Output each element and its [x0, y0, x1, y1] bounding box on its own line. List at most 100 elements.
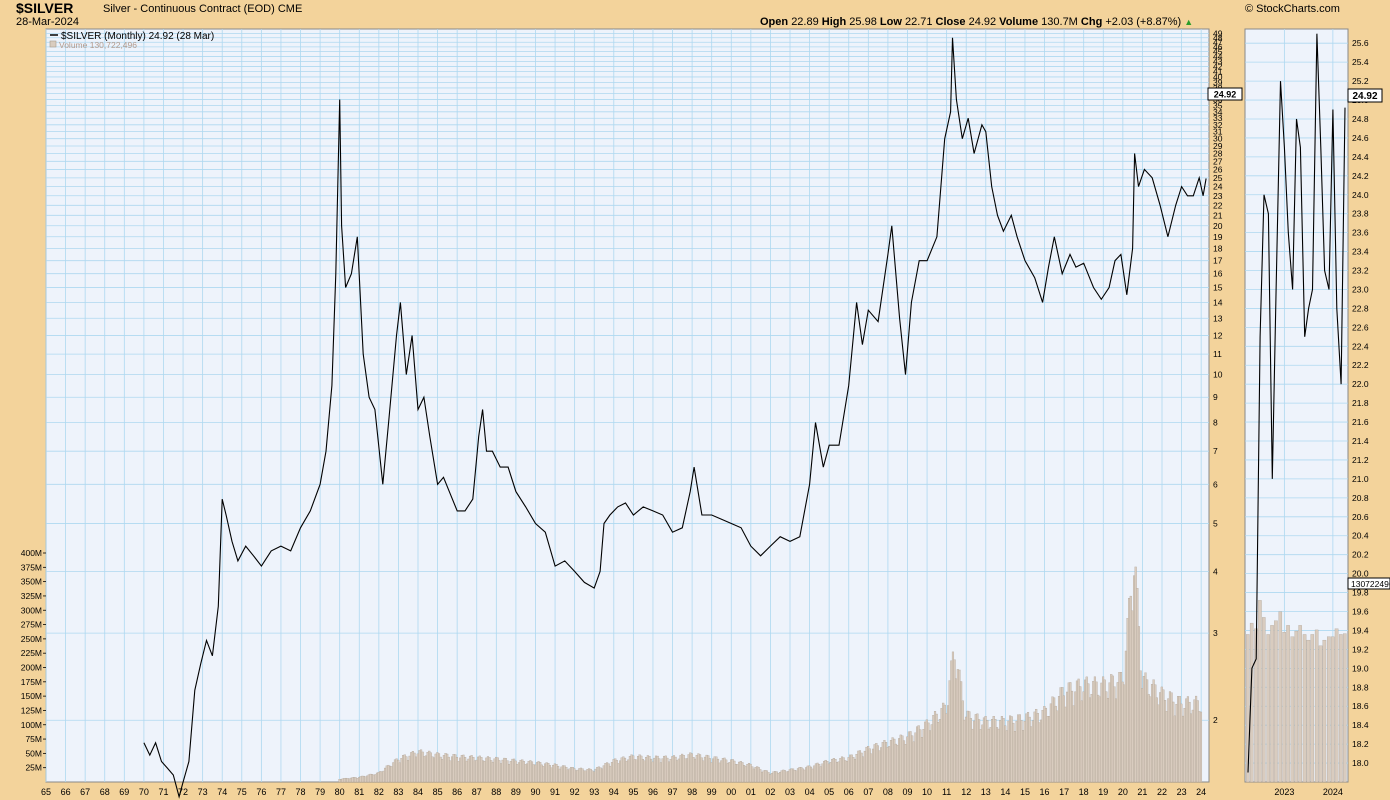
- x-tick-label: 10: [922, 787, 932, 797]
- y-tick-label: 5: [1213, 518, 1218, 528]
- inset-volume-bar: [1246, 634, 1250, 783]
- x-tick-label: 08: [883, 787, 893, 797]
- open-value: 22.89: [791, 16, 819, 28]
- y-tick-label: 43: [1213, 56, 1223, 66]
- main-plot-area: [45, 28, 1210, 783]
- inset-y-tick-label: 25.4: [1352, 57, 1369, 67]
- inset-y-tick-label: 19.4: [1352, 625, 1369, 635]
- y-tick-label: 34: [1213, 107, 1223, 117]
- volume-bar: [1199, 711, 1203, 783]
- inset-volume-bar: [1298, 625, 1302, 783]
- x-tick-label: 86: [452, 787, 462, 797]
- inset-volume-bar: [1262, 617, 1266, 783]
- volume-tick-label: 150M: [21, 691, 42, 701]
- volume-axis: 25M 50M 75M 100M 125M 150M 175M 200M 225M 250M 275…: [21, 548, 46, 773]
- inset-volume-bar: [1290, 636, 1295, 783]
- inset-volume-bars: [1246, 600, 1347, 783]
- inset-volume-badge: 130722496: [1347, 577, 1390, 590]
- low-value: 22.71: [904, 16, 933, 28]
- inset-price-axis: 18.0 18.2 18.4 18.6 18.8 19.0 19.2 19.4 19.6 19.8…: [1352, 38, 1369, 768]
- inset-volume-bar: [1270, 625, 1274, 783]
- x-tick-label: 16: [1040, 787, 1050, 797]
- y-tick-label: 39: [1213, 77, 1223, 87]
- y-tick-label: 4: [1213, 566, 1218, 576]
- y-tick-label: 14: [1213, 297, 1223, 307]
- x-tick-label: 04: [805, 787, 815, 797]
- inset-x-tick-label: 2023: [1274, 787, 1294, 797]
- price-line: [143, 37, 1207, 799]
- inset-x-tick-label: 2024: [1323, 787, 1343, 797]
- inset-y-tick-label: 20.2: [1352, 550, 1369, 560]
- high-label: High: [821, 16, 847, 28]
- exchange-text: CME: [277, 3, 303, 15]
- y-tick-label: 9: [1213, 392, 1218, 402]
- x-tick-label: 12: [961, 787, 971, 797]
- inset-y-tick-label: 18.4: [1352, 720, 1369, 730]
- volume-tick-label: 375M: [21, 562, 42, 572]
- y-tick-label: 27: [1213, 156, 1223, 166]
- inset-volume-bar: [1278, 611, 1283, 783]
- open-label: Open: [760, 16, 789, 28]
- y-tick-label: 41: [1213, 67, 1223, 77]
- y-tick-label: 17: [1213, 256, 1223, 266]
- x-tick-label: 80: [335, 787, 345, 797]
- x-tick-label: 11: [942, 787, 951, 797]
- inset-y-tick-label: 24.8: [1352, 114, 1369, 124]
- inset-y-tick-label: 19.8: [1352, 588, 1369, 598]
- y-tick-label: 48: [1213, 33, 1223, 43]
- y-tick-label: 31: [1213, 127, 1223, 137]
- x-tick-label: 07: [863, 787, 873, 797]
- y-tick-label: 42: [1213, 61, 1223, 71]
- inset-volume-bar: [1266, 634, 1270, 783]
- x-tick-label: 14: [1000, 787, 1010, 797]
- inset-volume-bar: [1294, 630, 1299, 783]
- inset-y-tick-label: 23.2: [1352, 266, 1369, 276]
- x-tick-label: 03: [785, 787, 795, 797]
- x-tick-label: 93: [589, 787, 599, 797]
- inset-y-tick-label: 20.6: [1352, 512, 1369, 522]
- x-tick-label: 87: [472, 787, 482, 797]
- y-tick-label: 47: [1213, 37, 1223, 47]
- x-tick-label: 19: [1098, 787, 1108, 797]
- x-tick-label: 17: [1059, 787, 1069, 797]
- inset-volume-bar: [1343, 633, 1347, 783]
- x-tick-label: 71: [158, 787, 168, 797]
- inset-y-tick-label: 18.0: [1352, 758, 1369, 768]
- description-text: Silver - Continuous Contract (EOD): [103, 3, 275, 15]
- volume-tick-label: 225M: [21, 648, 42, 658]
- inset-y-tick-label: 21.0: [1352, 474, 1369, 484]
- inset-y-tick-label: 24.0: [1352, 190, 1369, 200]
- inset-volume-bar: [1322, 639, 1327, 783]
- legend-price: $SILVER (Monthly) 24.92 (28 Mar): [61, 31, 214, 42]
- y-tick-label: 11: [1213, 349, 1222, 359]
- y-tick-label: 25: [1213, 173, 1223, 183]
- x-tick-label: 67: [80, 787, 90, 797]
- y-tick-label: 21: [1213, 210, 1223, 220]
- inset-volume-bar: [1306, 639, 1311, 783]
- x-tick-label: 83: [393, 787, 403, 797]
- brand-link[interactable]: © StockCharts.com: [1245, 3, 1340, 15]
- x-tick-label: 70: [139, 787, 149, 797]
- x-tick-label: 76: [256, 787, 266, 797]
- x-tick-label: 96: [648, 787, 658, 797]
- y-tick-label: 2: [1213, 715, 1218, 725]
- inset-price-line: [1247, 33, 1346, 773]
- inset-y-tick-label: 23.6: [1352, 228, 1369, 238]
- y-tick-label: 30: [1213, 134, 1223, 144]
- inset-volume-bar: [1258, 600, 1262, 783]
- inset-y-tick-label: 21.2: [1352, 455, 1369, 465]
- x-tick-label: 66: [61, 787, 71, 797]
- inset-y-tick-label: 23.4: [1352, 247, 1369, 257]
- volume-tick-label: 125M: [21, 705, 42, 715]
- inset-volume-bar: [1302, 634, 1307, 783]
- volume-value: 130.7M: [1041, 16, 1078, 28]
- x-tick-label: 99: [707, 787, 717, 797]
- x-tick-label: 92: [570, 787, 580, 797]
- volume-tick-label: 250M: [21, 634, 42, 644]
- inset-volume-bar: [1318, 645, 1323, 783]
- x-tick-label: 09: [902, 787, 912, 797]
- x-tick-label: 68: [100, 787, 110, 797]
- y-tick-label: 24: [1213, 182, 1223, 192]
- y-tick-label: 49: [1213, 28, 1223, 38]
